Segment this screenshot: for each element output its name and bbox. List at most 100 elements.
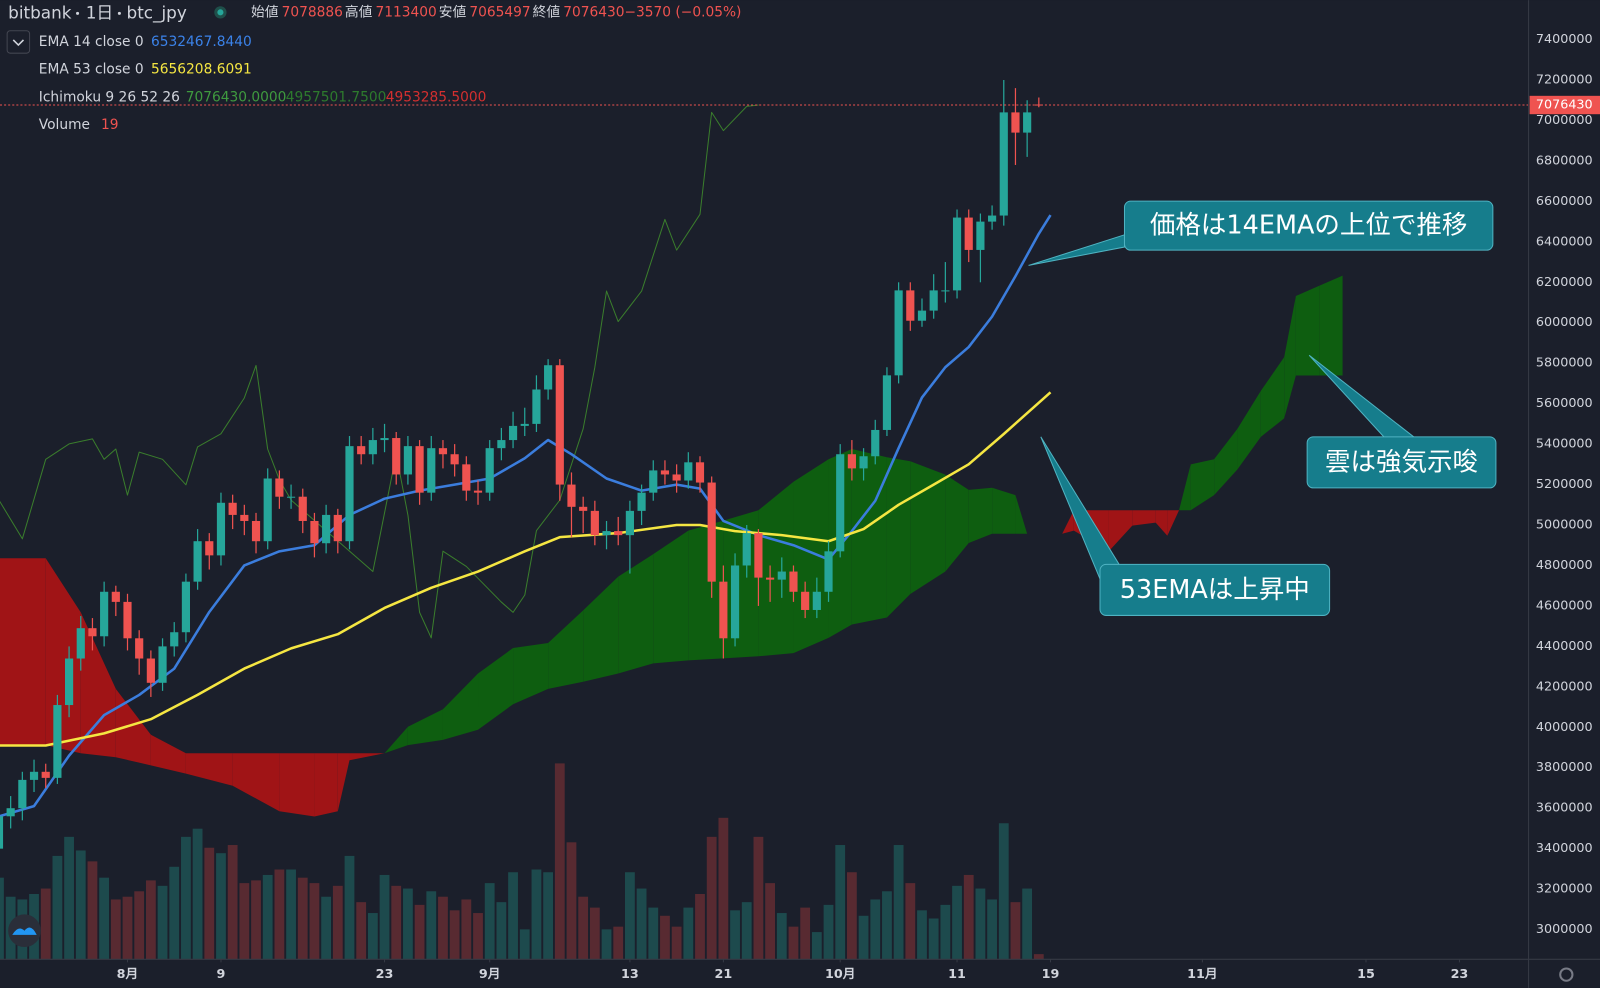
candle-body xyxy=(894,290,903,376)
cloud-segment xyxy=(758,481,794,657)
cloud-segment xyxy=(583,576,619,682)
candle-body xyxy=(707,482,716,582)
cloud-segment xyxy=(349,753,385,761)
status-dot-inner xyxy=(217,9,224,16)
candle-body xyxy=(170,632,179,647)
volume-bar xyxy=(519,929,530,960)
volume-bar xyxy=(379,874,390,960)
candle-body xyxy=(964,217,973,250)
volume-bar xyxy=(204,847,215,960)
candle-body xyxy=(6,808,15,817)
ohlc-value: 7076430 xyxy=(563,4,624,20)
candle-body xyxy=(76,628,85,659)
volume-bar xyxy=(484,883,495,960)
candle-body xyxy=(906,290,915,321)
candle-body xyxy=(812,591,821,610)
x-tick-label: 21 xyxy=(714,967,732,982)
x-tick-label: 11月 xyxy=(1187,967,1218,982)
legend-toggle[interactable] xyxy=(6,30,31,54)
volume-bar xyxy=(251,880,261,960)
legend-name: EMA 53 close 0 xyxy=(39,62,144,78)
volume-bar xyxy=(543,872,554,960)
y-tick-label: 5600000 xyxy=(1536,396,1593,411)
candle-body xyxy=(18,779,27,809)
candle-body xyxy=(695,462,705,483)
y-tick-label: 3200000 xyxy=(1536,882,1593,897)
candle-body xyxy=(544,365,553,390)
candle-body xyxy=(801,591,810,610)
volume-bar xyxy=(858,915,869,960)
volume-bar xyxy=(192,828,203,960)
price-axis xyxy=(1528,0,1600,988)
legend-value: 6532467.8440 xyxy=(151,34,252,50)
candle-body xyxy=(193,541,202,582)
candle-body xyxy=(0,816,4,849)
volume-bar xyxy=(169,866,180,960)
cloud-segment xyxy=(384,726,408,754)
candle-body xyxy=(789,571,798,592)
cloud-segment xyxy=(337,753,350,812)
callout-box xyxy=(1306,436,1497,489)
cloud-segment xyxy=(150,734,186,774)
volume-bar xyxy=(75,850,86,960)
volume-bar xyxy=(286,869,296,960)
line-series xyxy=(0,391,1052,747)
volume-bar xyxy=(426,891,437,960)
volume-bar xyxy=(882,891,892,960)
candle-body xyxy=(298,496,307,521)
cloud-segment xyxy=(279,753,315,817)
volume-bar xyxy=(274,869,285,960)
y-tick-label: 5800000 xyxy=(1536,356,1593,371)
volume-bar xyxy=(321,896,332,960)
callout-text: 価格は14EMAの上位で推移 xyxy=(1150,211,1468,241)
legend-name: Volume xyxy=(39,117,90,133)
volume-bar xyxy=(776,913,787,960)
x-tick-label: 8月 xyxy=(117,967,139,982)
candle-body xyxy=(263,478,272,542)
pair: btc_jpy xyxy=(127,2,187,23)
y-tick-label: 5000000 xyxy=(1536,518,1593,533)
volume-bar xyxy=(216,853,226,960)
y-tick-label: 4200000 xyxy=(1536,679,1593,694)
candle-body xyxy=(952,217,962,291)
volume-bar xyxy=(765,883,775,960)
candle-body xyxy=(555,365,564,485)
candle-body xyxy=(602,531,611,536)
y-tick-label: 7000000 xyxy=(1536,113,1593,128)
cloud-segment xyxy=(314,753,338,817)
candle-body xyxy=(917,310,927,321)
volume-bar xyxy=(391,885,402,960)
volume-bar xyxy=(800,907,811,960)
cloud-segment xyxy=(80,612,116,758)
x-tick-label: 19 xyxy=(1042,967,1060,982)
cloud-segment xyxy=(0,558,46,746)
plot-area xyxy=(0,80,1529,960)
candle-body xyxy=(427,448,436,493)
volume-bar xyxy=(438,896,448,960)
volume-bar xyxy=(940,904,951,960)
candle-body xyxy=(111,591,120,602)
callout-box xyxy=(1123,200,1494,251)
candle-body xyxy=(251,520,261,542)
volume-bar xyxy=(508,872,518,960)
settings-icon[interactable] xyxy=(1559,967,1574,982)
x-tick-label: 9月 xyxy=(479,967,501,982)
candle-body xyxy=(275,478,284,497)
volume-bar xyxy=(531,869,542,960)
y-tick-label: 5200000 xyxy=(1536,477,1593,492)
volume-bar xyxy=(239,883,250,960)
y-tick-label: 4600000 xyxy=(1536,598,1593,613)
candle-body xyxy=(322,514,331,544)
cloud-segment xyxy=(1132,510,1156,526)
axes: 3000000 3200000 3400000 3600000 3800000 40000… xyxy=(117,32,1600,982)
volume-bar xyxy=(905,883,916,960)
candle-body xyxy=(450,454,459,465)
candle-body xyxy=(532,389,541,424)
cloud-segment xyxy=(442,673,479,740)
candle-body xyxy=(988,215,997,222)
candle-body xyxy=(941,290,950,292)
volume-bar xyxy=(227,845,238,960)
price-label: 7076430 xyxy=(1536,98,1593,113)
candle-body xyxy=(158,646,167,683)
volume-bar xyxy=(122,896,133,960)
